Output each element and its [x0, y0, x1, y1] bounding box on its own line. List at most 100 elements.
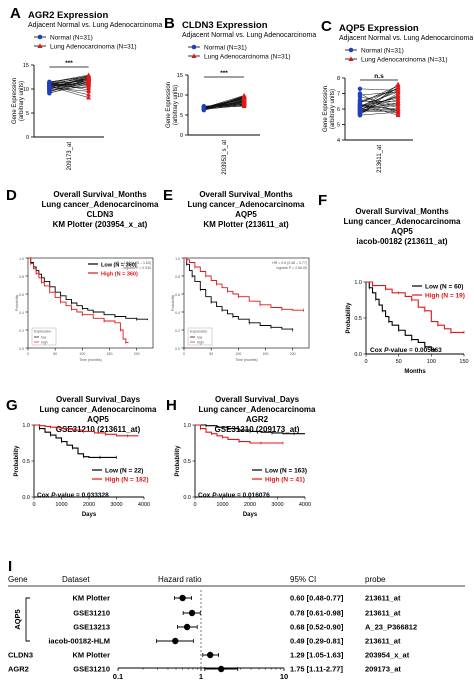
cox-value: -value = 0.033328	[55, 492, 109, 499]
y-axis-label: Probability	[175, 445, 181, 477]
y-tick-label: 0.0	[183, 495, 191, 501]
cox-pvalue: Cox P-value = 0.005863	[370, 347, 442, 354]
tumor-point	[395, 83, 401, 88]
header-hazard-ratio: Hazard ratio	[158, 575, 202, 584]
dataset-label: iacob-00182-HLM	[48, 637, 110, 646]
significance-label: ***	[220, 70, 228, 77]
legend-label: Lung Adenocarcinoma (N=31)	[361, 56, 448, 63]
probe-label: 203954_x_at	[365, 651, 410, 660]
cox-value: -value = 0.016076	[216, 492, 270, 499]
pair-line	[359, 104, 399, 113]
x-tick-label: 150	[459, 359, 468, 365]
y-tick-label: 8	[337, 76, 340, 82]
x-tick-label: 200	[134, 352, 140, 356]
hr-point	[206, 651, 214, 659]
stat-label: HR = 0.6 (0.48 – 0.77)	[272, 261, 307, 265]
tumor-point	[86, 76, 91, 81]
pair-line	[359, 85, 399, 104]
legend-label: Low (N = 163)	[265, 468, 307, 475]
header-ci: 95% CI	[290, 575, 316, 584]
panel-subtitle: Adjacent Normal vs. Lung Adenocarcinoma	[28, 22, 162, 29]
dataset-label: GSE13213	[73, 623, 110, 632]
legend-label: Normal (N=31)	[361, 47, 404, 54]
x-axis-label: Time (months)	[235, 358, 257, 362]
panel-title: GSE31210 (209173_at)	[215, 425, 300, 434]
header-dataset: Dataset	[62, 575, 90, 584]
pair-line	[359, 88, 399, 91]
legend-label: Low (N = 60)	[425, 284, 463, 291]
km-curve	[34, 424, 139, 437]
normal-point	[47, 91, 52, 96]
header-gene: Gene	[8, 575, 28, 584]
panel-letter: B	[164, 15, 175, 32]
normal-point	[357, 92, 363, 98]
y-tick-label: 0.0	[19, 347, 24, 351]
y-tick-label: 0.2	[175, 329, 180, 333]
x-tick-label: 0	[183, 352, 185, 356]
x-tick-label: 150	[263, 352, 269, 356]
pair-line	[359, 97, 399, 107]
y-tick-label: 0.0	[175, 347, 180, 351]
y-tick-label: 1.0	[183, 423, 191, 429]
probe-label: 213611_at	[365, 594, 401, 603]
panel-title: Lung cancer_Adenocarcinoma	[40, 405, 157, 414]
panel-title: GSE31210 (213611_at)	[56, 425, 141, 434]
y-tick-label: 0	[180, 133, 183, 139]
tumor-point	[241, 94, 247, 99]
gene-bracket	[25, 597, 30, 642]
pair-line	[359, 91, 399, 96]
y-tick-label: 1.0	[22, 423, 30, 429]
x-axis-label: Time (months)	[79, 358, 101, 362]
legend-marker	[348, 56, 354, 61]
hr-point	[217, 665, 225, 673]
legend-marker	[348, 47, 354, 53]
x-tick-label: 50	[53, 352, 57, 356]
legend-label: high	[197, 340, 204, 344]
panel-letter: C	[321, 18, 332, 35]
y-tick-label: 0.5	[354, 316, 362, 322]
normal-point	[201, 104, 207, 109]
dataset-label: GSE31210	[73, 609, 110, 618]
y-tick-label: 0.0	[354, 352, 362, 358]
tumor-point	[86, 95, 91, 100]
y-tick-label: 7	[337, 92, 340, 98]
cox-p: P	[384, 347, 389, 354]
legend-label: high	[41, 340, 48, 344]
panel-title: Lung cancer_Adenocarcinoma	[344, 217, 461, 226]
header-probe: probe	[365, 575, 386, 584]
cox-prefix: Cox	[370, 347, 384, 354]
y-tick-label: 0.2	[19, 329, 24, 333]
x-tick-label: 4000	[138, 502, 150, 508]
gene-label: CLDN3	[8, 651, 33, 660]
legend-title: Expression	[190, 330, 207, 334]
y-tick-label: 1.0	[354, 280, 362, 286]
panel-letter: F	[318, 192, 327, 209]
pair-line	[359, 102, 399, 110]
panel-title: Overall Survival_Months	[199, 190, 293, 199]
legend-box	[31, 327, 57, 346]
normal-point	[357, 99, 363, 104]
panel-title: KM Plotter (203954_x_at)	[53, 220, 148, 229]
legend-label: Normal (N=31)	[204, 44, 247, 51]
y-tick-label: 5	[26, 111, 29, 117]
x-axis-label: Days	[243, 512, 258, 518]
pair-line	[359, 110, 399, 113]
km-curve	[184, 257, 294, 330]
legend-marker	[191, 53, 197, 58]
panel-title: Lung cancer_Adenocarcinoma	[42, 200, 159, 209]
pair-line	[49, 85, 89, 96]
pair-line	[359, 99, 399, 110]
probe-label: 209173_at	[365, 665, 401, 674]
panel-title: AQP5	[87, 415, 109, 424]
stat-label: logrank P = 0.034	[124, 266, 152, 270]
x-tick-label: 100	[427, 359, 436, 365]
pair-line	[203, 103, 245, 107]
tumor-point	[395, 89, 401, 94]
panel-title: iacob-00182 (213611_at)	[356, 237, 448, 246]
plot-frame	[27, 257, 154, 349]
tumor-point	[86, 78, 91, 84]
pair-line	[359, 111, 399, 116]
